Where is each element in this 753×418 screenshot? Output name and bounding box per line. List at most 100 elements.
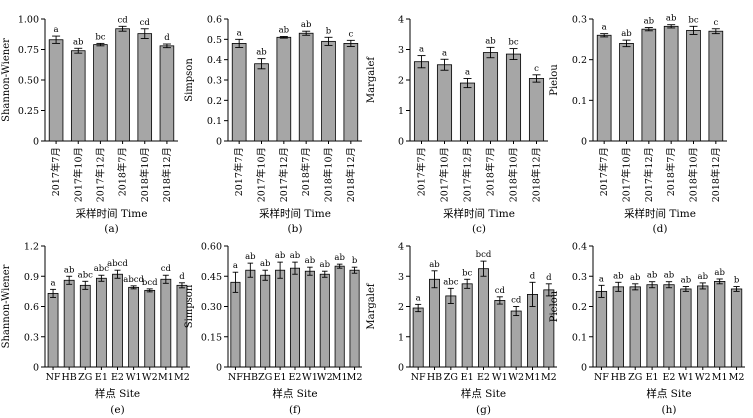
chart-panel-h: 0 0.1 0.2 0.3 0.4 Pielou a NF ab HB ab ZG ab E1 ab E2 ab… [549,242,745,416]
y-tick-label: 0 [216,137,222,148]
panel-label: (b) [288,223,303,235]
panel-label: (c) [472,223,486,235]
y-axis-label: Shannon-Wiener [1,38,12,122]
significance-letter: ab [621,29,632,39]
chart-panel-a: 0 0.25 0.50 0.75 1.00 Shannon-Wiener a 2017年7月 a… [1,15,178,235]
axis-lines [409,19,548,142]
x-tick-label: W1 [492,372,508,383]
x-tick-label: NF [594,372,609,383]
y-tick-label: 0.25 [18,106,39,117]
bar [413,61,430,142]
x-tick-label: W1 [126,372,142,383]
axis-lines [44,19,178,142]
axis-lines [592,19,727,142]
x-tick-label: 2017年7月 [598,147,610,196]
significance-letter: ab [666,14,677,24]
significance-letter: abcd [123,275,144,285]
y-tick-label: 0 [33,137,39,148]
x-tick-label: E2 [111,372,124,383]
x-tick-label: E2 [477,372,490,383]
x-tick-label: NF [228,372,243,383]
panel-label: (f) [289,404,301,416]
bar [79,284,91,368]
bar [663,25,679,142]
chart-panel-e: 0 0.3 0.6 0.9 1.2 Shannon-Wiener a NF ab HB abc ZG a… [1,242,190,416]
x-tick-label: 2017年10月 [621,147,633,202]
significance-letter: cd [495,286,506,296]
significance-letter: ab [275,251,286,261]
bar [93,44,108,142]
significance-letter: a [599,274,604,284]
significance-letter: bc [462,268,472,278]
significance-letter: a [51,278,56,288]
y-tick-label: 0.30 [201,302,222,313]
y-tick-label: 1 [398,106,404,117]
x-tick-label: W2 [317,372,333,383]
x-tick-label: M1 [525,372,541,383]
x-tick-label: E1 [461,372,474,383]
bar [95,277,107,368]
x-tick-label: 2018年12月 [345,147,357,202]
y-tick-label: 3 [398,45,404,56]
significance-letter: ab [613,271,624,281]
bar [697,285,709,368]
bar [596,34,612,142]
significance-letter: d [530,271,536,281]
x-tick-label: E2 [289,372,302,383]
bar [730,288,743,368]
bar [646,284,658,368]
x-tick-label: M1 [332,372,348,383]
y-tick-label: 0.2 [572,302,587,313]
significance-letter: a [233,261,238,271]
y-tick-label: 0.75 [18,45,39,56]
significance-letter: bc [95,32,105,42]
bar [714,280,726,368]
x-tick-label: HB [427,372,442,383]
y-tick-label: 0 [216,363,222,374]
bar [436,64,453,142]
y-tick-label: 0.2 [572,55,587,66]
x-tick-label: W2 [695,372,711,383]
bar [461,283,473,368]
x-tick-label: 2018年12月 [710,147,722,202]
significance-letter: abc [78,270,94,280]
y-tick-label: 1.2 [24,242,39,253]
x-tick-label: M2 [541,372,557,383]
y-tick-label: 2 [398,76,404,87]
x-tick-label: NF [46,372,61,383]
significance-letter: ab [644,17,655,27]
y-tick-label: 0 [398,363,404,374]
significance-letter: ab [305,256,316,266]
significance-letter: ab [664,271,675,281]
significance-letter: d [164,33,170,43]
x-tick-label: 2018年7月 [665,147,677,196]
significance-letter: ab [698,272,709,282]
y-tick-label: 0 [33,363,39,374]
significance-letter: cd [161,264,172,274]
y-tick-label: 0.3 [572,15,587,26]
bar [619,43,634,142]
x-tick-label: 2017年10月 [256,147,268,202]
x-axis-label: 采样时间 Time [624,207,696,220]
x-tick-label: W2 [142,372,158,383]
bar [629,286,641,368]
x-tick-label: E1 [95,372,108,383]
x-tick-label: ZG [628,372,642,383]
axis-lines [227,19,362,142]
bar [137,33,153,142]
x-axis-label: 采样时间 Time [443,207,515,220]
bar [231,43,247,142]
bar [478,268,489,368]
significance-letter: d [546,273,552,283]
significance-letter: ab [260,259,271,269]
x-tick-label: 2018年10月 [688,147,700,202]
bar [334,265,345,368]
significance-letter: a [237,28,242,38]
bar [276,36,292,142]
significance-letter: ab [73,37,84,47]
panel-label: (a) [104,223,118,235]
significance-letter: c [713,18,718,28]
bar [159,45,175,142]
chart-panel-d: 0 0.1 0.2 0.3 Pielou a 2017年7月 ab 2017年10月 ab 2017… [549,14,727,235]
y-axis-label: Margalef [366,56,377,103]
